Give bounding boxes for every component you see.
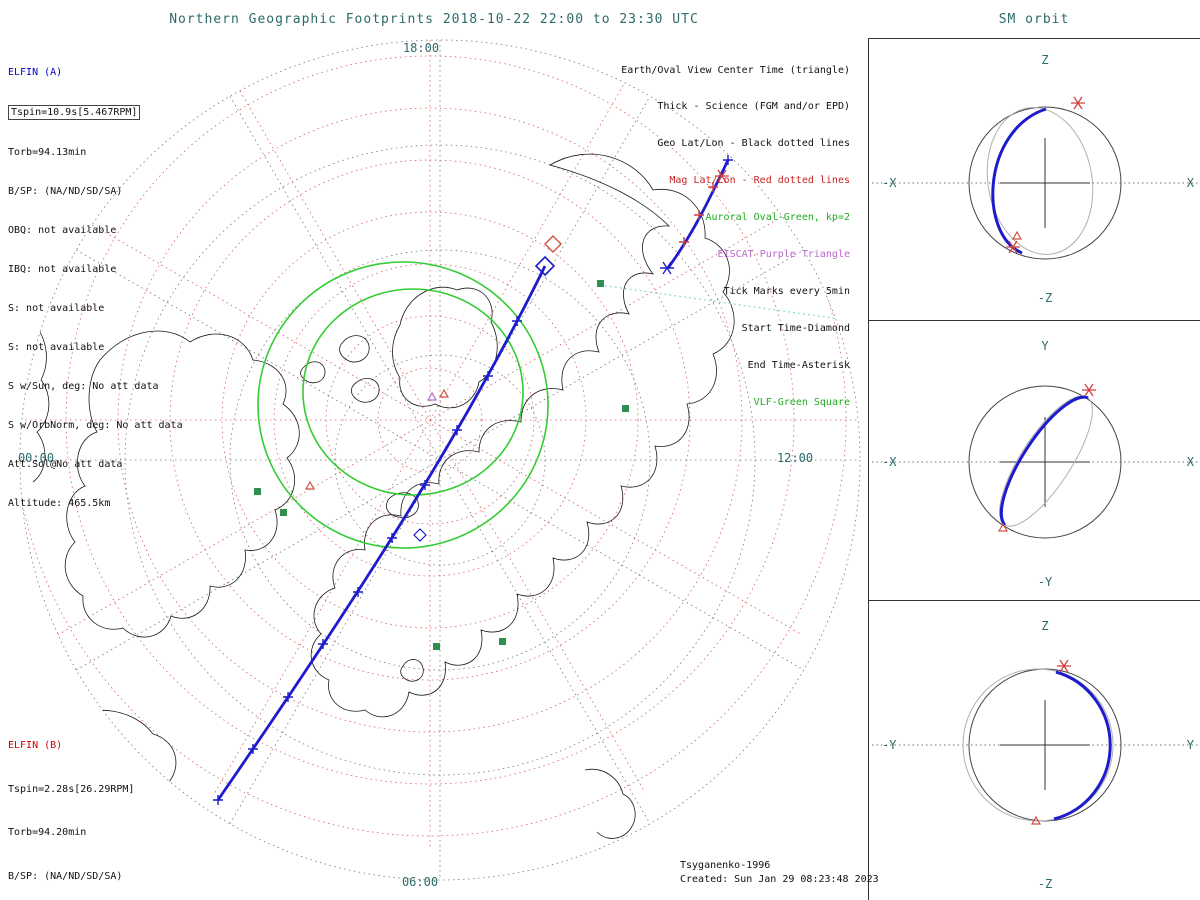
legend-item: Earth/Oval View Center Time (triangle) xyxy=(621,64,850,76)
polar-map: 18:00 00:00 12:00 06:00 xyxy=(18,39,861,889)
orbit-gray-arc xyxy=(986,107,1094,255)
legend-item: Mag Lat/Lon - Red dotted lines xyxy=(669,175,850,187)
model-label: Tsyganenko-1996 xyxy=(680,860,771,871)
map-legend: Earth/Oval View Center Time (triangle) T… xyxy=(560,40,850,434)
start-diamond-blue xyxy=(534,255,556,277)
northeast-red-ticks xyxy=(679,182,718,247)
vertical-divider xyxy=(868,38,869,900)
sm-orbit-title: SM orbit xyxy=(998,12,1070,27)
elfin-a-info: ELFIN (A) Tspin=10.9s[5.467RPM] Torb=94.… xyxy=(8,40,183,536)
elfin-b-name: ELFIN (B) xyxy=(8,740,63,751)
axis-label-right: X xyxy=(1187,176,1195,190)
orbit-triangle xyxy=(1030,815,1042,825)
earth-circle xyxy=(968,385,1122,539)
orbit-blue-arc xyxy=(999,395,1089,527)
elfin-a-name: ELFIN (A) xyxy=(8,67,63,78)
eiscat-triangles xyxy=(304,388,450,490)
axis-label-right: X xyxy=(1187,455,1195,469)
center-cross xyxy=(1000,700,1090,790)
legend-item: Thick - Science (FGM and/or EPD) xyxy=(657,101,850,113)
sm-orbit-panel-xy: Y -Y -X X xyxy=(872,339,1198,589)
axis-label-top: Z xyxy=(1041,53,1048,67)
elfin-footprint-track xyxy=(213,155,733,805)
orbit-asterisk xyxy=(1057,659,1071,673)
axis-label-left: -X xyxy=(882,176,897,190)
created-label: Created: Sun Jan 29 08:23:48 2023 xyxy=(680,874,879,885)
center-cross xyxy=(1000,138,1090,228)
orbit-asterisk xyxy=(1006,240,1020,254)
cyan-dotted-line xyxy=(599,284,860,323)
northeast-top-plus xyxy=(723,155,733,165)
info-line: Att.Sol@No att data xyxy=(8,459,123,470)
track-tick-marks xyxy=(213,316,522,805)
orbit-blue-arc xyxy=(991,107,1047,255)
mag-grid xyxy=(20,40,860,850)
axis-label-top: Z xyxy=(1041,619,1048,633)
info-line: B/SP: (NA/ND/SD/SA) xyxy=(8,870,123,882)
info-line: S: not available xyxy=(8,303,105,314)
axis-label-left: -Y xyxy=(882,738,897,752)
info-line: S w/OrbNorm, deg: No att data xyxy=(8,420,183,431)
center-cross xyxy=(1000,417,1090,507)
right-top-divider xyxy=(868,38,1200,39)
legend-item: EISCAT-Purple Triangle xyxy=(717,249,850,261)
northeast-red-asterisk xyxy=(715,169,729,183)
map-label-0600: 06:00 xyxy=(402,875,438,889)
orbit-asterisk xyxy=(1071,96,1085,110)
vlf-squares xyxy=(254,280,629,650)
legend-item: VLF-Green Square xyxy=(753,396,850,408)
map-label-0000: 00:00 xyxy=(18,451,54,465)
info-line: B/SP: (NA/ND/SD/SA) xyxy=(8,186,123,197)
map-label-1800: 18:00 xyxy=(403,41,439,55)
axis-label-left: -X xyxy=(882,455,897,469)
axis-label-bottom: -Z xyxy=(1038,291,1052,305)
info-line: Torb=94.20min xyxy=(8,827,87,838)
page-title: Northern Geographic Footprints 2018-10-2… xyxy=(169,12,699,27)
right-mid-divider-1 xyxy=(868,320,1200,321)
axis-label-bottom: -Z xyxy=(1038,877,1052,891)
orbit-asterisk xyxy=(1082,383,1096,397)
info-line: Torb=94.13min xyxy=(8,147,87,158)
mid-track-diamond xyxy=(413,528,427,542)
info-line: S: not available xyxy=(8,342,105,353)
start-diamond-red xyxy=(544,235,562,253)
legend-item: Auroral Oval-Green, kp=2 xyxy=(705,212,851,224)
orbit-triangle xyxy=(1011,230,1023,240)
elfin-b-info: ELFIN (B) Tspin=2.28s[26.29RPM] Torb=94.… xyxy=(8,710,183,900)
info-line: Tspin=2.28s[26.29RPM] xyxy=(8,783,135,795)
sm-orbit-panel-yz: Z -Z -Y Y xyxy=(872,619,1198,891)
right-mid-divider-2 xyxy=(868,600,1200,601)
earth-circle xyxy=(968,106,1122,260)
axis-label-top: Y xyxy=(1041,339,1049,353)
orbit-blue-arc xyxy=(1053,670,1112,821)
legend-item: Geo Lat/Lon - Black dotted lines xyxy=(657,138,850,150)
legend-item: End Time-Asterisk xyxy=(747,359,850,371)
legend-item: Tick Marks every 5min xyxy=(723,285,850,297)
elfin-a-tspin: Tspin=10.9s[5.467RPM] xyxy=(8,105,141,120)
info-line: OBQ: not available xyxy=(8,225,117,236)
info-line: S w/Sun, deg: No att data xyxy=(8,381,159,392)
auroral-oval xyxy=(257,261,549,549)
info-line: IBQ: not available xyxy=(8,264,117,275)
sm-orbit-panel-xz: Z -Z -X X xyxy=(872,53,1198,305)
legend-item: Start Time-Diamond xyxy=(741,322,850,334)
axis-label-right: Y xyxy=(1187,738,1195,752)
axis-label-bottom: -Y xyxy=(1038,575,1053,589)
info-line: Altitude: 465.5km xyxy=(8,498,111,509)
orbit-triangle xyxy=(997,522,1009,532)
map-label-1200: 12:00 xyxy=(777,451,813,465)
